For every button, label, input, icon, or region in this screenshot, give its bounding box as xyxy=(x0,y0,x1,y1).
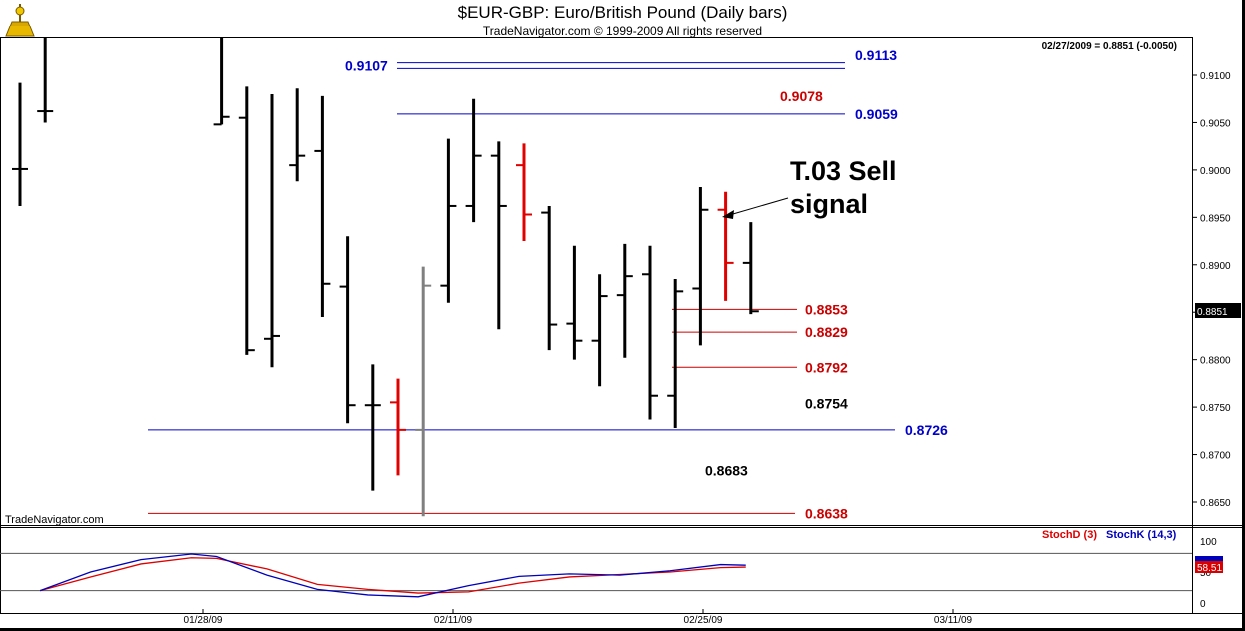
y-tick-label: 0.8650 xyxy=(1200,498,1231,509)
stoch-last-box-blue xyxy=(1195,556,1223,561)
stochd-legend: StochD (3) xyxy=(1042,529,1097,541)
stoch-y-tick-label: 0 xyxy=(1200,599,1206,610)
copyright-line: TradeNavigator.com © 1999-2009 All right… xyxy=(482,24,763,38)
y-tick-label: 0.8950 xyxy=(1200,213,1231,224)
y-tick-label: 0.8750 xyxy=(1200,403,1231,414)
watermark: TradeNavigator.com xyxy=(5,514,104,526)
stoch-last-value: 58.51 xyxy=(1197,563,1222,574)
y-tick-label: 0.8900 xyxy=(1200,261,1231,272)
level-label: 0.8638 xyxy=(805,505,848,521)
last-price-box xyxy=(1195,303,1241,318)
stoch-y-tick-label: 100 xyxy=(1200,537,1217,548)
level-label: 0.8829 xyxy=(805,324,848,340)
x-tick-label: 02/25/09 xyxy=(684,615,723,626)
level-label: 0.9059 xyxy=(855,106,898,122)
stoch-y-tick-label: 50 xyxy=(1200,568,1212,579)
level-label: 0.8726 xyxy=(905,422,948,438)
y-tick-label: 0.9050 xyxy=(1200,118,1231,129)
level-label: 0.8683 xyxy=(705,463,748,479)
level-label: 0.9107 xyxy=(345,58,388,74)
y-tick-label: 0.8700 xyxy=(1200,451,1231,462)
level-label: 0.8792 xyxy=(805,359,848,375)
annotation-line2: signal xyxy=(790,189,868,219)
stoch-last-box xyxy=(1195,560,1223,573)
annotation-arrow xyxy=(725,197,789,217)
x-tick-label: 02/11/09 xyxy=(434,615,473,626)
x-tick-label: 01/28/09 xyxy=(184,615,223,626)
y-tick-label: 0.9000 xyxy=(1200,166,1231,177)
level-label: 0.8754 xyxy=(805,395,848,411)
golden-sextant-icon xyxy=(5,4,35,37)
chart-title: $EUR-GBP: Euro/British Pound (Daily bars… xyxy=(457,3,788,22)
y-tick-label: 0.9100 xyxy=(1200,71,1231,82)
x-tick-label: 03/11/09 xyxy=(934,615,973,626)
last-price-label: 0.8851 xyxy=(1197,307,1228,318)
stochd-line xyxy=(39,557,746,594)
quote-readout: 02/27/2009 = 0.8851 (-0.0050) xyxy=(1042,41,1177,52)
annotation-line1: T.03 Sell xyxy=(790,156,897,186)
y-tick-label: 0.8800 xyxy=(1200,356,1231,367)
level-label: 0.9113 xyxy=(855,47,897,63)
bottom-border xyxy=(0,628,1245,631)
level-label: 0.8853 xyxy=(805,301,848,317)
level-label: 0.9078 xyxy=(780,88,823,104)
annotation-arrowhead xyxy=(722,210,734,219)
stochk-line xyxy=(39,553,746,598)
stochk-legend: StochK (14,3) xyxy=(1106,529,1177,541)
right-border xyxy=(1242,0,1245,631)
